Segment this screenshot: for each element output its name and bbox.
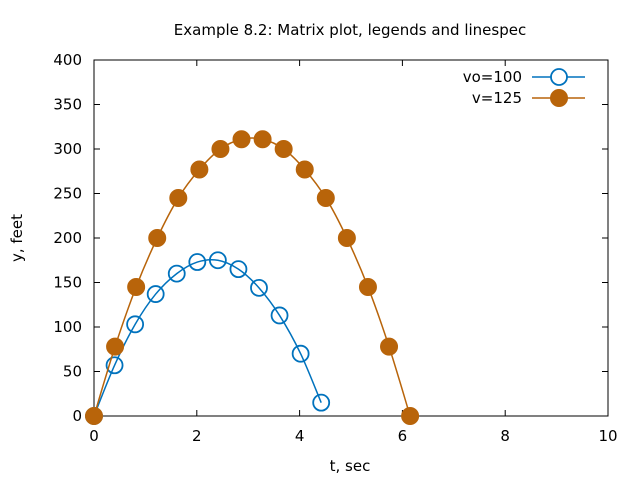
data-point: [358, 277, 377, 296]
y-tick-label: 300: [53, 140, 82, 158]
legend-label: v=125: [472, 89, 522, 107]
data-point: [232, 130, 251, 149]
series-vo=100: [85, 251, 331, 425]
data-point: [380, 337, 399, 356]
y-tick-label: 100: [53, 318, 82, 336]
chart-title: Example 8.2: Matrix plot, legends and li…: [174, 21, 526, 39]
x-tick-label: 4: [295, 427, 305, 445]
data-point: [229, 260, 248, 279]
data-point: [295, 160, 314, 179]
data-point: [253, 130, 272, 149]
y-tick-label: 250: [53, 185, 82, 203]
y-tick-label: 200: [53, 229, 82, 247]
data-point: [274, 140, 293, 158]
x-tick-label: 0: [89, 427, 99, 445]
data-point: [316, 188, 335, 207]
data-point: [127, 277, 146, 296]
series-line: [93, 137, 411, 417]
series-line: [93, 258, 322, 417]
y-tick-label: 350: [53, 96, 82, 114]
data-point: [126, 315, 145, 334]
x-tick-label: 10: [598, 427, 617, 445]
data-point: [190, 160, 209, 179]
data-point: [291, 344, 310, 363]
data-point: [211, 140, 230, 158]
y-tick-label: 150: [53, 274, 82, 292]
data-point: [401, 407, 420, 425]
x-tick-label: 6: [398, 427, 408, 445]
y-tick-label: 0: [72, 407, 82, 425]
data-point: [312, 393, 331, 412]
data-point: [270, 306, 289, 325]
legend-marker: [550, 68, 568, 86]
x-tick-label: 2: [192, 427, 202, 445]
data-point: [188, 253, 207, 271]
y-tick-label: 400: [53, 51, 82, 69]
x-axis-label: t, sec: [330, 457, 371, 475]
data-point: [85, 407, 103, 425]
series-layer: [85, 130, 420, 425]
legend: vo=100 v=125: [463, 68, 585, 107]
legend-label: vo=100: [463, 68, 522, 86]
x-tick-label: 8: [500, 427, 510, 445]
data-point: [105, 356, 124, 375]
data-point: [146, 285, 165, 303]
series-v=125: [85, 130, 420, 425]
data-point: [337, 229, 356, 247]
data-point: [106, 337, 125, 356]
data-point: [208, 251, 227, 270]
y-tick-label: 50: [63, 363, 82, 381]
data-point: [169, 188, 188, 207]
data-point: [250, 278, 268, 297]
data-point: [167, 264, 186, 283]
legend-marker: [550, 89, 568, 107]
data-point: [148, 229, 167, 247]
y-axis-label: y, feet: [8, 214, 26, 262]
